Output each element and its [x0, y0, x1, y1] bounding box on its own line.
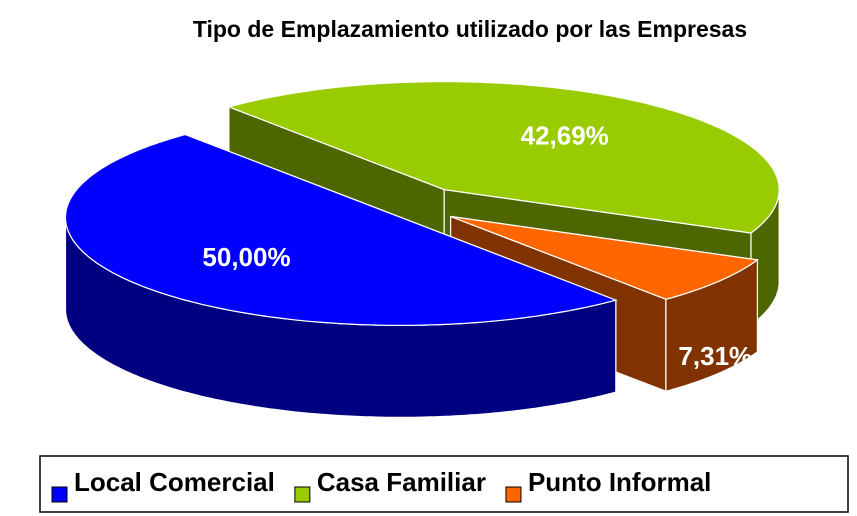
legend-box [39, 455, 849, 513]
legend-label: Punto Informal [528, 467, 711, 497]
slice [450, 215, 760, 300]
slice [226, 80, 780, 234]
data-label: 7,31% [678, 341, 752, 371]
legend-swatch [294, 486, 311, 503]
pie: 50,00% 42,69% 7,31% [64, 80, 780, 418]
legend: Local Comercial Casa Familiar Punto Inform… [51, 467, 711, 503]
legend-label: Casa Familiar [317, 467, 486, 497]
chart-title: Tipo de Emplazamiento utilizado por las … [193, 16, 747, 42]
legend-swatch [51, 486, 68, 503]
data-label: 42,69% [521, 121, 609, 151]
legend-swatch [505, 486, 522, 503]
legend-label: Local Comercial [74, 467, 275, 497]
data-label: 50,00% [202, 242, 290, 272]
slice [64, 133, 618, 326]
